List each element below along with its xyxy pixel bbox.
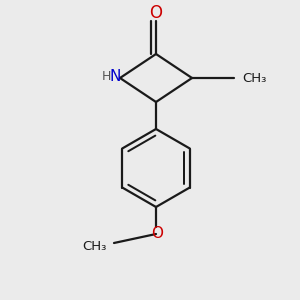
Text: CH₃: CH₃: [82, 239, 106, 253]
Text: CH₃: CH₃: [242, 71, 267, 85]
Text: N: N: [110, 69, 121, 84]
Text: H: H: [102, 70, 111, 83]
Text: O: O: [149, 4, 163, 22]
Text: O: O: [152, 226, 164, 242]
